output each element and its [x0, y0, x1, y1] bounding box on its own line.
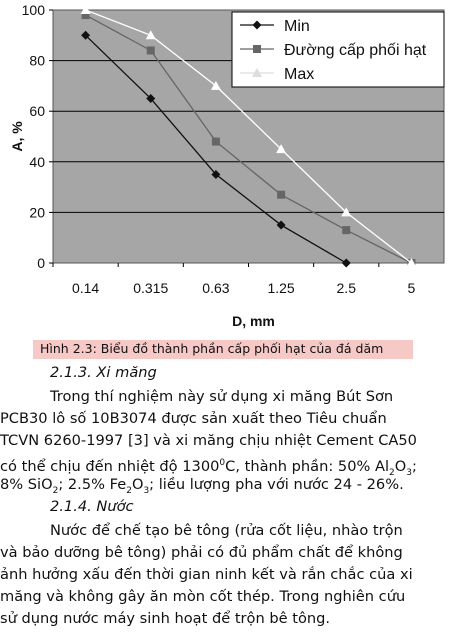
- legend-label: Max: [284, 66, 314, 83]
- x-tick-label: 0.315: [133, 280, 168, 296]
- data-point-min: [252, 20, 262, 30]
- y-tick-label: 100: [22, 2, 46, 18]
- y-axis-label: A, %: [9, 121, 25, 152]
- chart-svg: 0 20 40 60 80 100 0.14 0.315 0.63 1.25 2.5 5 D, mm A,…: [9, 2, 445, 329]
- water-line-2: và bảo dưỡng bê tông) phải có đủ phẩm ch…: [0, 544, 403, 561]
- legend-label: Min: [284, 18, 310, 35]
- water-line-4: măng và không gây ăn mòn cốt thép. Trong…: [0, 588, 406, 605]
- data-point-grading: [81, 11, 90, 20]
- data-point-min: [211, 169, 221, 179]
- y-tick-label: 80: [29, 53, 45, 69]
- legend-label: Đường cấp phối hạt: [284, 42, 427, 59]
- water-line-3: ảnh hưởng xấu đến thời gian ninh kết và …: [0, 566, 413, 583]
- data-point-grading: [277, 190, 286, 199]
- caption-highlight: [33, 340, 413, 359]
- data-point-grading: [146, 46, 155, 55]
- x-tick-label: 0.63: [202, 280, 229, 296]
- data-point-max: [406, 258, 417, 267]
- data-point-max: [145, 30, 156, 40]
- data-point-min: [276, 220, 286, 230]
- data-point-max: [276, 144, 287, 154]
- x-tick-label: 1.25: [267, 280, 294, 296]
- x-axis-label: D, mm: [232, 313, 275, 329]
- x-tick-label: 5: [408, 280, 416, 296]
- grading-chart: 0 20 40 60 80 100 0.14 0.315 0.63 1.25 2.5 5 D, mm A,…: [9, 2, 445, 329]
- data-point-grading: [253, 45, 261, 53]
- cement-line-5: 8% SiO2; 2.5% Fe2O3; liều lượng pha với …: [0, 476, 404, 496]
- water-line-5: sử dụng nước máy sinh hoạt để trộn bê tô…: [0, 610, 331, 627]
- y-tick-label: 60: [29, 103, 45, 119]
- data-point-max: [252, 68, 262, 77]
- cement-line-3: TCVN 6260-1997 [3] và xi măng chịu nhiệt…: [0, 432, 417, 449]
- section-heading-water: 2.1.4. Nước: [50, 498, 134, 515]
- series-line-2: [85, 9, 412, 264]
- y-tick-label: 0: [37, 255, 45, 271]
- water-line-1: Nước để chế tạo bê tông (rửa cốt liệu, n…: [50, 522, 403, 539]
- data-point-grading: [211, 137, 220, 146]
- data-point-max: [80, 5, 91, 14]
- figure-caption: Hình 2.3: Biểu đồ thành phần cấp phối hạ…: [40, 341, 384, 356]
- y-tick-label: 20: [29, 204, 45, 220]
- section-heading-cement: 2.1.3. Xi măng: [50, 364, 157, 381]
- cement-line-1: Trong thí nghiệm này sử dụng xi măng Bút…: [50, 388, 394, 405]
- x-tick-label: 0.14: [72, 280, 99, 296]
- y-tick-label: 40: [29, 154, 45, 170]
- cement-line-2: PCB30 lô số 10B3074 được sản xuất theo T…: [0, 410, 387, 427]
- data-point-max: [210, 80, 221, 90]
- cement-line-4: có thể chịu đến nhiệt độ 13000C, thành p…: [0, 457, 417, 478]
- series-line-1: [85, 14, 412, 264]
- data-point-max: [341, 207, 352, 217]
- data-point-min: [81, 30, 91, 40]
- x-tick-label: 2.5: [337, 280, 357, 296]
- data-point-min: [341, 258, 351, 268]
- data-point-grading: [342, 226, 351, 235]
- data-point-min: [146, 94, 156, 104]
